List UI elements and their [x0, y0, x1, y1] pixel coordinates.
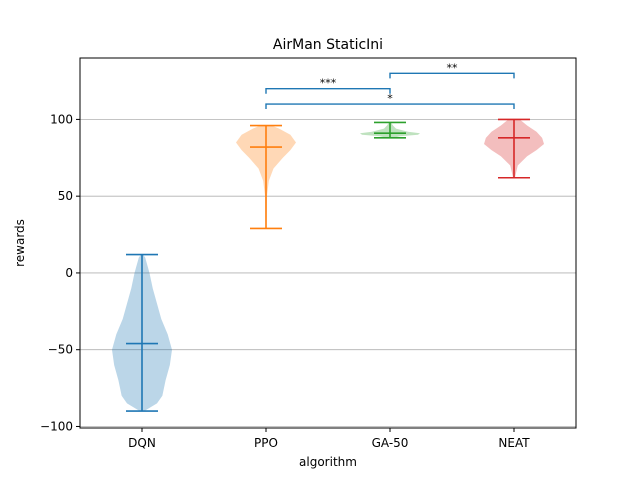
violin-neat: [484, 118, 544, 179]
significance-bracket: [389, 72, 515, 79]
plot-frame: [79, 57, 577, 429]
x-axis-label: algorithm: [299, 455, 357, 469]
significance-bracket: [265, 88, 391, 94]
y-tick-label: −100: [40, 419, 73, 433]
y-tick-label: 100: [50, 112, 73, 126]
x-tick-label: PPO: [254, 436, 278, 450]
x-tick-label: NEAT: [498, 436, 530, 450]
chart-title: AirMan StaticIni: [273, 37, 383, 53]
significance-label: *: [387, 92, 393, 105]
y-tick-label: 0: [65, 266, 73, 280]
grid-lines: [80, 119, 576, 427]
violin-ppo: [236, 124, 296, 230]
significance-bracket: [265, 103, 515, 110]
x-tick-label: DQN: [128, 436, 156, 450]
x-tick-label: GA-50: [372, 436, 409, 450]
significance-label: **: [447, 61, 459, 74]
significance-brackets: ******: [265, 61, 515, 110]
y-axis-label: rewards: [13, 219, 27, 267]
y-tick-label: −50: [48, 343, 73, 357]
violin-dqn: [112, 253, 172, 412]
y-axis-ticks: −100 −50 0 50 100: [40, 112, 80, 433]
significance-label: ***: [320, 77, 337, 90]
violins: [112, 118, 544, 412]
violin-ga-50: [360, 121, 420, 139]
x-axis-ticks: DQN PPO GA-50 NEAT: [128, 428, 530, 450]
y-tick-label: 50: [58, 189, 73, 203]
